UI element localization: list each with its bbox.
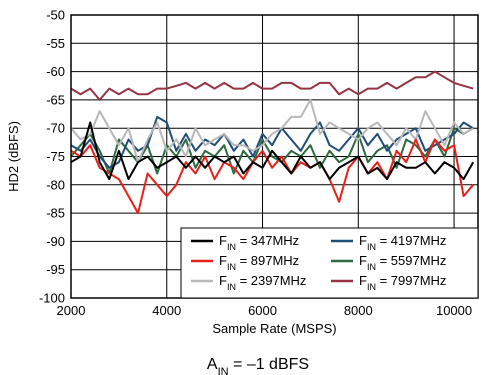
chart-caption: AIN = –1 dBFS (207, 356, 309, 375)
y-tick-label: -65 (46, 92, 65, 107)
legend-label-rest: = 897MHz (236, 253, 299, 268)
series-line (70, 115, 474, 169)
legend-label-sub: IN (367, 282, 376, 292)
legend-label-main: F (359, 273, 367, 288)
legend-label-rest: = 347MHz (236, 233, 299, 248)
y-tick-label: -75 (46, 149, 65, 164)
y-tick-label: -85 (46, 206, 65, 221)
x-tick-label: 6000 (248, 303, 277, 318)
legend-label: FIN = 897MHz (219, 253, 299, 272)
caption-rest: = –1 dBFS (229, 356, 310, 373)
y-tick-label: -70 (46, 121, 65, 136)
tick-labels: -100 -95 -90 -85 -80 -75 -70 -65 -60 -55 -50 2000 40… (39, 8, 472, 319)
y-tick-label: -95 (46, 262, 65, 277)
series-line (70, 70, 474, 101)
x-axis-label: Sample Rate (MSPS) (212, 321, 336, 336)
y-axis-label: HD2 (dBFS) (6, 121, 21, 192)
y-tick-label: -80 (46, 177, 65, 192)
legend-label-main: F (219, 233, 227, 248)
x-tick-label: 4000 (152, 303, 181, 318)
legend-label: FIN = 347MHz (219, 233, 299, 252)
legend-label-main: F (359, 253, 367, 268)
legend-label-main: F (359, 233, 367, 248)
legend-label: FIN = 2397MHz (219, 273, 306, 292)
legend-label-main: F (219, 253, 227, 268)
legend-label-rest: = 5597MHz (376, 253, 446, 268)
legend-box (180, 227, 479, 299)
legend-label-sub: IN (367, 242, 376, 252)
series-layer (70, 70, 475, 215)
legend-label: FIN = 7997MHz (359, 273, 446, 292)
legend-label-sub: IN (367, 262, 376, 272)
legend-label-main: F (219, 273, 227, 288)
y-tick-label: -50 (46, 8, 65, 23)
series-line (70, 138, 474, 215)
legend-label-rest: = 4197MHz (376, 233, 446, 248)
x-tick-label: 8000 (344, 303, 373, 318)
legend-label-sub: IN (227, 262, 236, 272)
y-tick-label: -90 (46, 234, 65, 249)
caption-sub: IN (218, 366, 229, 375)
caption-main: A (207, 356, 218, 373)
x-tick-label: 10000 (436, 303, 472, 318)
y-tick-label: -60 (46, 64, 65, 79)
y-tick-label: -100 (39, 291, 65, 306)
legend-label-rest: = 2397MHz (236, 273, 306, 288)
legend-label-sub: IN (227, 242, 236, 252)
legend-label: FIN = 4197MHz (359, 233, 446, 252)
x-tick-label: 2000 (57, 303, 86, 318)
legend-label-rest: = 7997MHz (376, 273, 446, 288)
y-tick-label: -55 (46, 36, 65, 51)
legend-label-sub: IN (227, 282, 236, 292)
series-line (70, 121, 475, 181)
legend-label: FIN = 5597MHz (359, 253, 446, 272)
